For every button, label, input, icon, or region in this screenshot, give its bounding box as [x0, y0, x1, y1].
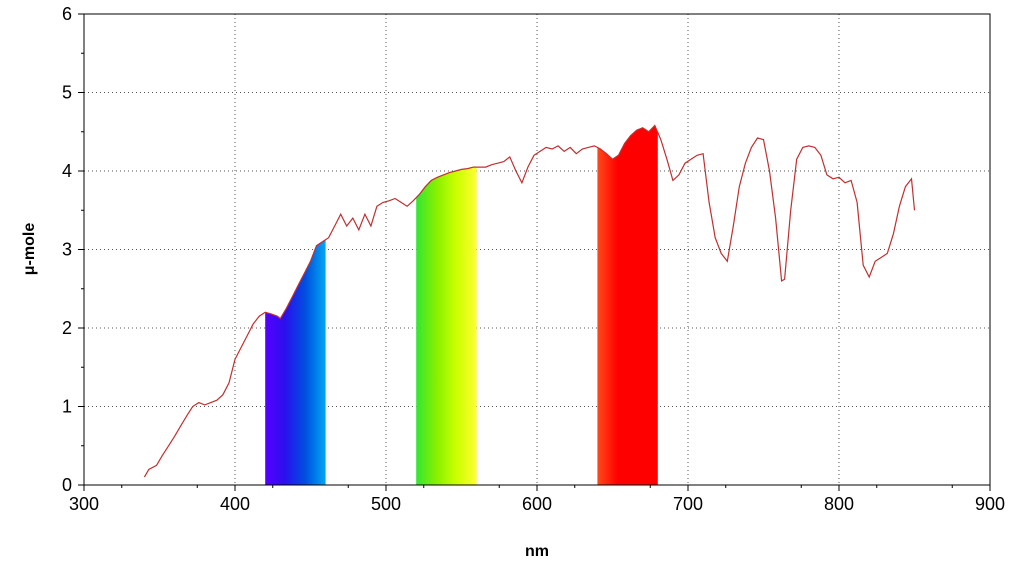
y-tick-label: 3 — [62, 240, 72, 260]
x-tick-label: 400 — [220, 494, 250, 514]
y-tick-label: 4 — [62, 161, 72, 181]
y-tick-label: 0 — [62, 475, 72, 495]
x-tick-label: 900 — [975, 494, 1005, 514]
x-tick-label: 300 — [69, 494, 99, 514]
spectral-band-2 — [597, 125, 658, 485]
y-axis-title: μ-mole — [21, 223, 38, 276]
y-tick-label: 5 — [62, 83, 72, 103]
spectral-band-1 — [416, 167, 477, 485]
x-tick-label: 500 — [371, 494, 401, 514]
y-tick-label: 6 — [62, 4, 72, 24]
series-line — [143, 124, 916, 478]
spectral-bands — [265, 125, 658, 485]
spectral-band-0 — [265, 239, 326, 485]
x-axis-ticks: 300 400 500 600 700 800 900 — [69, 485, 1005, 514]
x-tick-label: 800 — [824, 494, 854, 514]
y-tick-label: 2 — [62, 318, 72, 338]
x-axis-title: nm — [525, 543, 549, 560]
series-line-group — [143, 124, 916, 478]
x-tick-label: 600 — [522, 494, 552, 514]
x-tick-label: 700 — [673, 494, 703, 514]
y-tick-label: 1 — [62, 397, 72, 417]
grid — [84, 14, 990, 485]
y-axis-ticks: 0 1 2 3 4 5 6 — [62, 4, 84, 495]
